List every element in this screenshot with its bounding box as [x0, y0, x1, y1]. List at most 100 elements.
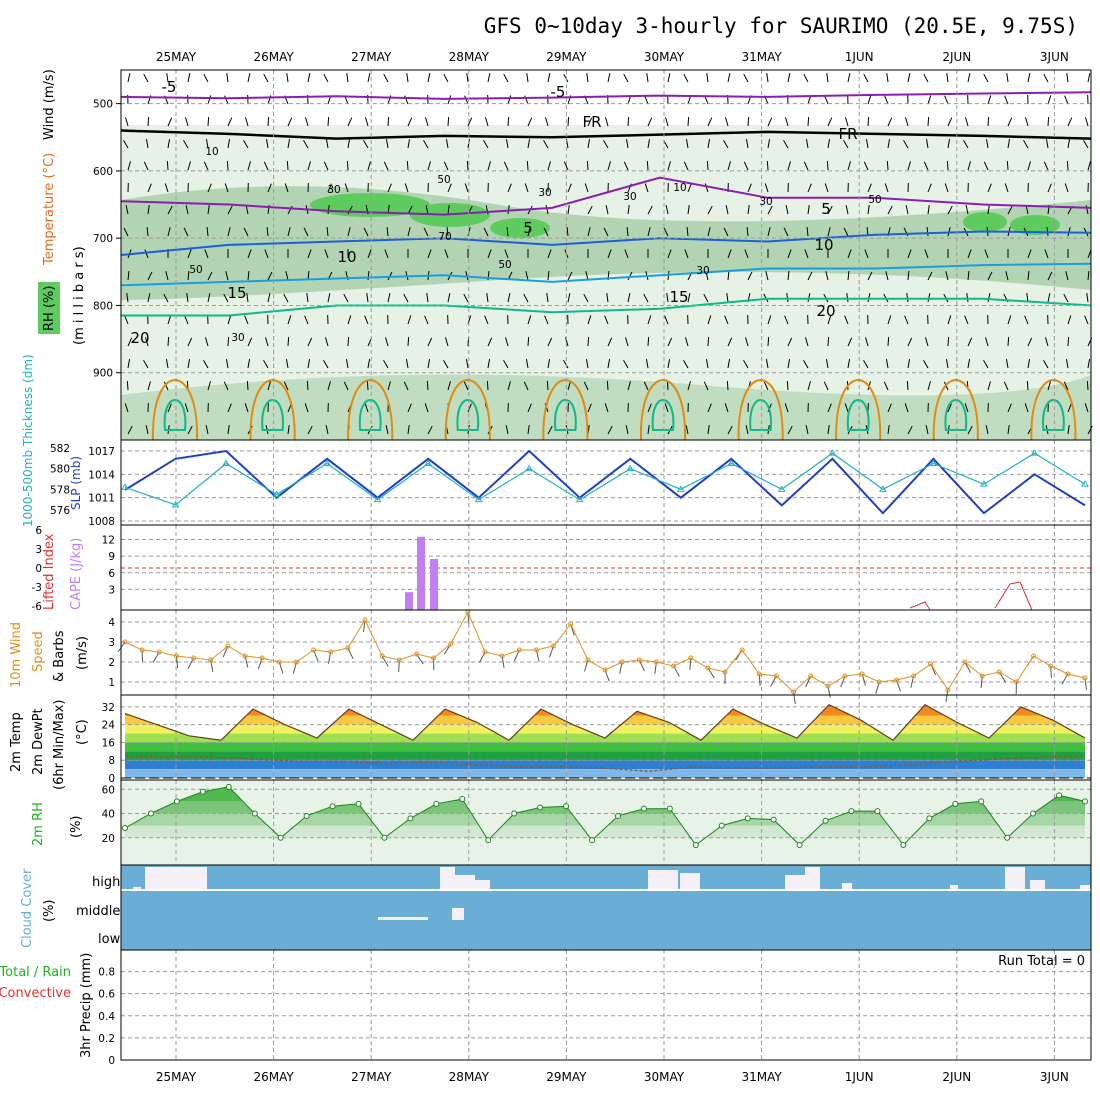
wind-barb	[427, 425, 433, 435]
wind-barb	[745, 139, 749, 149]
wind-barb	[283, 381, 289, 391]
temp-band	[125, 704, 1085, 707]
wind-barb	[1065, 359, 1069, 369]
wind-barb	[347, 205, 353, 215]
wind-barb	[583, 381, 589, 391]
thickness-ytick-label: 576	[50, 505, 70, 517]
wind-barb	[1043, 161, 1049, 171]
wind10m-marker	[413, 651, 419, 657]
wind-barb	[187, 359, 191, 369]
wind-barb	[144, 249, 149, 259]
wind-barb	[245, 205, 249, 215]
slp-grid	[121, 440, 1091, 525]
dewpoint-line	[124, 755, 1086, 773]
slp-lines	[121, 449, 1089, 515]
wind10m-marker	[242, 653, 248, 659]
rh2m-marker	[666, 805, 673, 812]
wind-barb	[684, 249, 689, 259]
precip-yticks: 0 0.2 0.4 0.6 0.8	[98, 967, 115, 1067]
wind-barb	[707, 205, 713, 215]
wind-barb	[707, 336, 710, 347]
upper-wind-barbs	[123, 73, 1093, 435]
wind-barb	[803, 73, 809, 83]
wind-barb	[1047, 183, 1052, 193]
warm-loop	[542, 379, 589, 441]
wind-barb	[545, 117, 549, 127]
wind-barb	[647, 227, 651, 237]
wind-barb	[145, 337, 149, 347]
wind-barb	[604, 403, 609, 413]
wind-barb	[127, 73, 131, 83]
slp-yticks: 1008 1011 1014 1017 576 578 580 582	[50, 443, 115, 528]
wind-barb	[683, 73, 689, 83]
wind-barb	[803, 359, 809, 369]
wind-barb	[527, 425, 530, 435]
wind-barb	[547, 73, 551, 83]
wind-barb	[203, 73, 209, 83]
wind-barb	[1086, 380, 1089, 391]
wind-barb	[627, 271, 633, 281]
slp-label: SLP (mb)	[69, 456, 83, 510]
rh2m-marker	[718, 822, 725, 829]
teal-loop	[944, 399, 968, 431]
wind-barb	[805, 337, 809, 347]
wind-barb	[327, 381, 331, 391]
rh2m-marker	[770, 816, 777, 823]
cape-ytick-label: 3	[108, 584, 115, 596]
thickness-marker	[373, 495, 382, 503]
wind-barb	[923, 161, 929, 171]
wind-barb	[247, 249, 252, 259]
wind-barb	[1047, 271, 1053, 281]
warm-loop	[1030, 379, 1077, 441]
wind-barb	[507, 205, 510, 215]
wind-barb	[164, 183, 169, 193]
wind-barb	[907, 359, 911, 369]
thickness-marker	[272, 490, 281, 497]
wind-barb	[927, 271, 933, 281]
wind-barb	[864, 249, 869, 259]
wind10m-marker	[499, 653, 505, 659]
precip-grid	[121, 950, 1091, 1061]
wind-barb	[363, 227, 369, 237]
wind-barb	[563, 73, 569, 83]
wind-barb	[247, 73, 251, 83]
wind-barb	[905, 205, 909, 215]
wind-barb	[907, 73, 911, 83]
wind-barb	[403, 293, 409, 303]
wind-barb	[844, 315, 849, 325]
slp-background	[121, 440, 1091, 525]
wind-barb	[727, 161, 731, 171]
cloud-fill	[121, 865, 1091, 950]
wind-barb	[263, 359, 269, 369]
isotherm-label: -5	[162, 78, 177, 96]
wind-barb	[147, 116, 150, 127]
rh2m-marker	[199, 788, 206, 795]
wind-barb	[967, 73, 971, 83]
wind-barb	[1066, 73, 1069, 83]
wind-barb	[567, 381, 571, 391]
wind-barb	[585, 359, 589, 369]
thickness-marker	[424, 459, 433, 466]
wind-barb	[1024, 315, 1029, 325]
wind-barb	[847, 359, 851, 369]
wind-barb	[927, 205, 930, 215]
wind-barb	[347, 227, 351, 237]
wind-barb	[703, 293, 709, 303]
wind-barb	[347, 315, 352, 325]
wind-barb	[625, 337, 629, 347]
wind-barb	[167, 336, 170, 347]
date-label-bottom: 31MAY	[741, 1070, 782, 1084]
wind-barb	[964, 315, 969, 325]
wind-barb	[886, 73, 889, 83]
warm-loop	[151, 379, 199, 441]
cloud-gap	[950, 885, 958, 890]
wind10m-marker	[362, 617, 368, 623]
wind-barb	[807, 183, 812, 193]
rh2m-marker	[822, 817, 829, 824]
wind-barb	[143, 359, 149, 369]
wind-barb	[923, 73, 929, 83]
wind-barb	[987, 205, 990, 215]
precip-ytick-label: 0	[108, 1055, 115, 1067]
wind-barb	[647, 425, 650, 435]
wind-barb	[424, 403, 429, 413]
